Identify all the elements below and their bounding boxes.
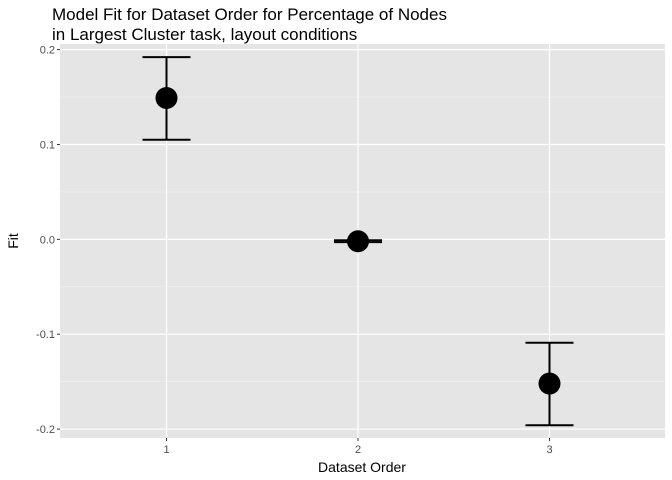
y-tick-label: -0.1 [36, 329, 55, 341]
y-axis: 0.2 0.1 0.0 -0.1 -0.2 [36, 45, 60, 436]
y-tick-label: 0.1 [40, 139, 55, 151]
fit-point [538, 372, 561, 395]
x-tick-label: 2 [355, 444, 361, 456]
x-tick-label: 1 [163, 444, 169, 456]
fit-point [155, 86, 178, 109]
x-axis-title: Dataset Order [318, 459, 406, 475]
x-tick-label: 3 [546, 444, 552, 456]
chart-title-line-2: in Largest Cluster task, layout conditio… [52, 25, 357, 44]
y-tick-label: 0.2 [40, 45, 55, 57]
fit-points [155, 86, 561, 395]
y-tick-label: 0.0 [40, 234, 55, 246]
y-axis-title: Fit [5, 233, 21, 249]
x-axis: 1 2 3 [163, 438, 553, 456]
y-tick-label: -0.2 [36, 424, 55, 436]
chart-title-line-1: Model Fit for Dataset Order for Percenta… [52, 5, 447, 24]
fit-point [347, 230, 369, 253]
